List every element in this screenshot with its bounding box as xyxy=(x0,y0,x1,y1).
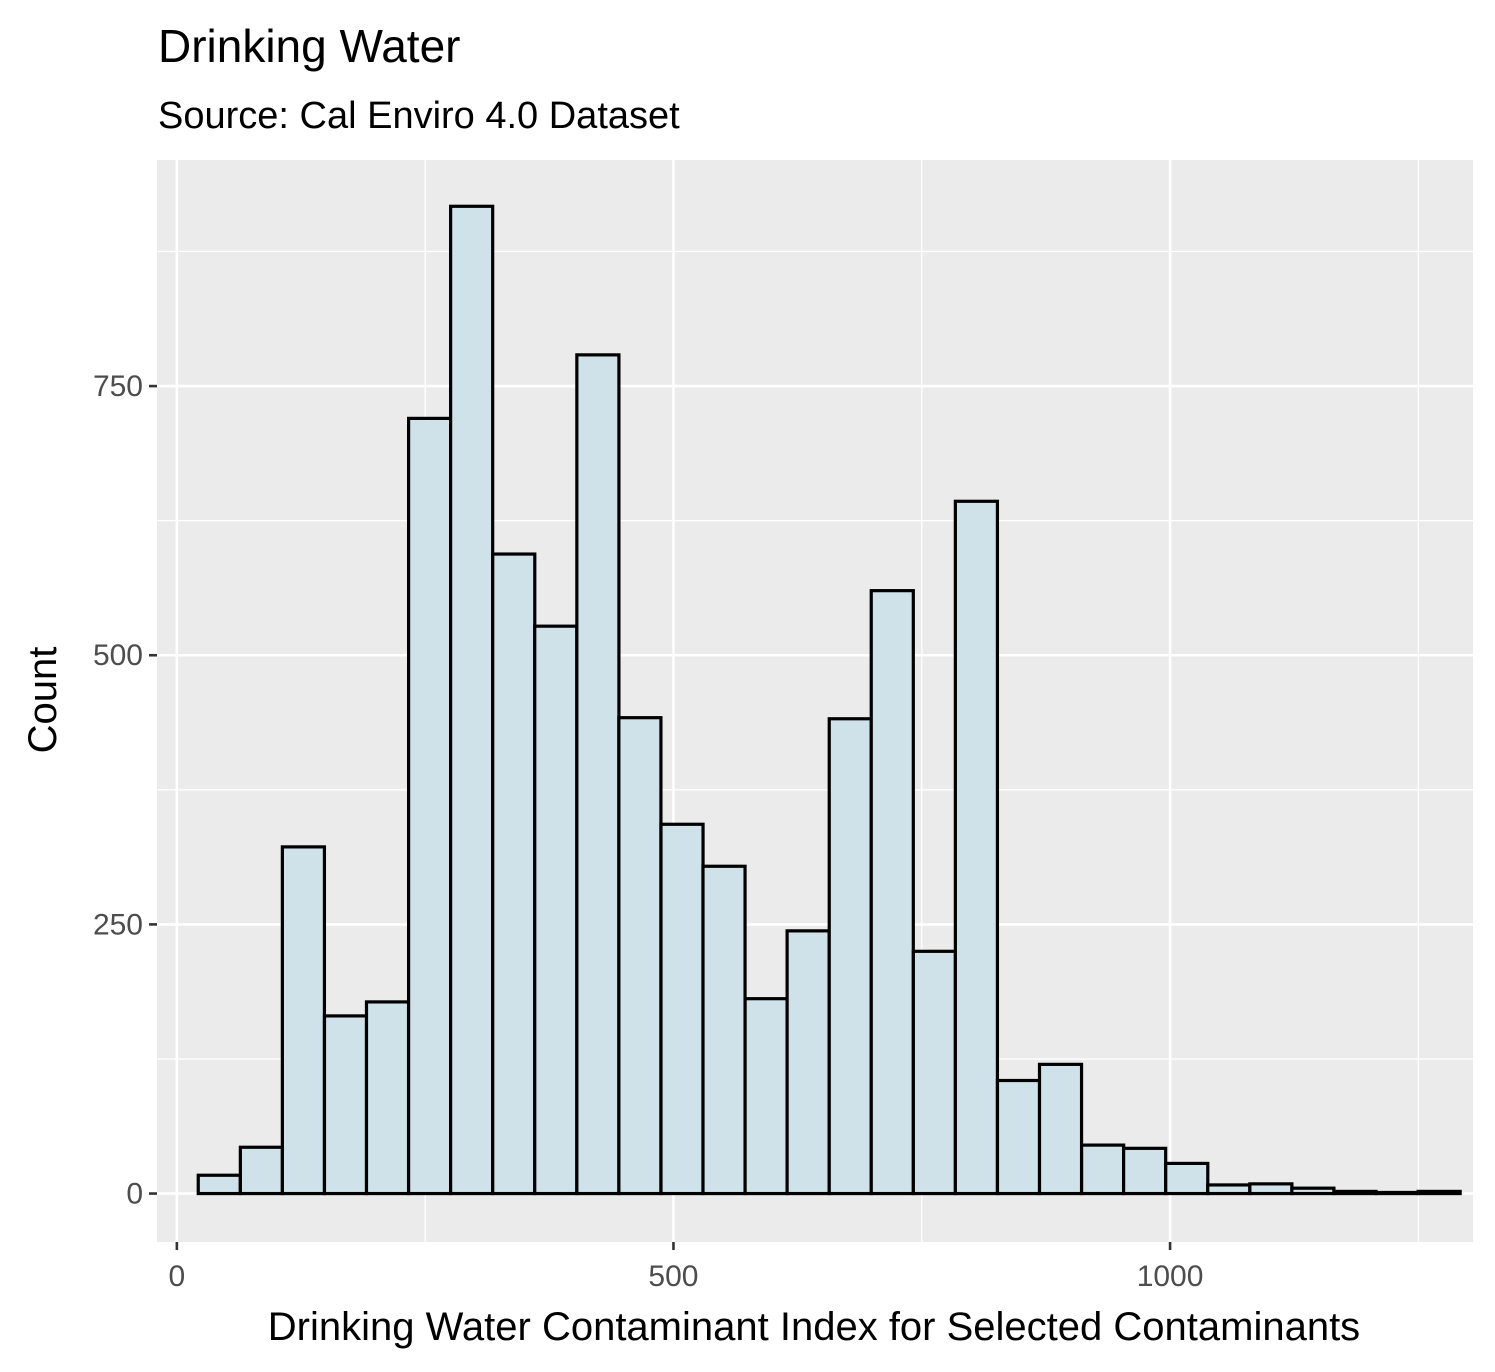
histogram-bar xyxy=(1206,1183,1252,1196)
histogram-bar xyxy=(1416,1189,1462,1196)
histogram-bar xyxy=(1080,1143,1126,1196)
histogram-bar xyxy=(659,822,705,1196)
y-tick-label: 250 xyxy=(93,908,143,941)
histogram-bar xyxy=(743,997,789,1196)
histogram-bar xyxy=(1037,1062,1084,1196)
histogram-bars xyxy=(196,204,1462,1196)
histogram-bar xyxy=(322,1014,369,1196)
x-axis: 0 500 1000 xyxy=(169,1242,1204,1293)
histogram-bar xyxy=(995,1078,1042,1196)
y-axis-title: Count xyxy=(21,647,65,754)
histogram-bar xyxy=(1332,1189,1378,1196)
histogram-bar xyxy=(280,845,327,1196)
histogram-bar xyxy=(701,864,747,1196)
y-tick-label: 0 xyxy=(126,1178,143,1211)
histogram-bar xyxy=(1248,1182,1294,1196)
histogram-bar xyxy=(617,716,663,1196)
histogram-bar xyxy=(196,1173,242,1196)
histogram-bar xyxy=(1290,1186,1336,1196)
histogram-bar xyxy=(491,552,537,1196)
histogram-bar xyxy=(911,949,958,1196)
x-tick-label: 0 xyxy=(169,1260,186,1293)
histogram-bar xyxy=(869,589,915,1196)
y-tick-label: 500 xyxy=(93,639,143,672)
histogram-bar xyxy=(1122,1146,1168,1196)
histogram-bar xyxy=(827,717,873,1196)
histogram-bar xyxy=(1374,1190,1420,1196)
x-tick-label: 500 xyxy=(648,1260,698,1293)
x-tick-label: 1000 xyxy=(1137,1260,1204,1293)
histogram-bar xyxy=(785,929,831,1196)
histogram-bar xyxy=(1164,1161,1210,1196)
histogram-bar xyxy=(953,499,1000,1196)
histogram-bar xyxy=(407,416,453,1196)
histogram-bar xyxy=(449,204,495,1196)
histogram-bar xyxy=(238,1145,285,1196)
chart-subtitle: Source: Cal Enviro 4.0 Dataset xyxy=(158,95,680,137)
y-tick-label: 750 xyxy=(93,370,143,403)
chart-title: Drinking Water xyxy=(158,20,460,72)
histogram-bar xyxy=(575,353,621,1196)
histogram-bar xyxy=(364,1000,411,1196)
y-axis: 0 250 500 750 xyxy=(93,370,157,1211)
x-axis-title: Drinking Water Contaminant Index for Sel… xyxy=(268,1305,1360,1349)
histogram-bar xyxy=(533,624,579,1196)
